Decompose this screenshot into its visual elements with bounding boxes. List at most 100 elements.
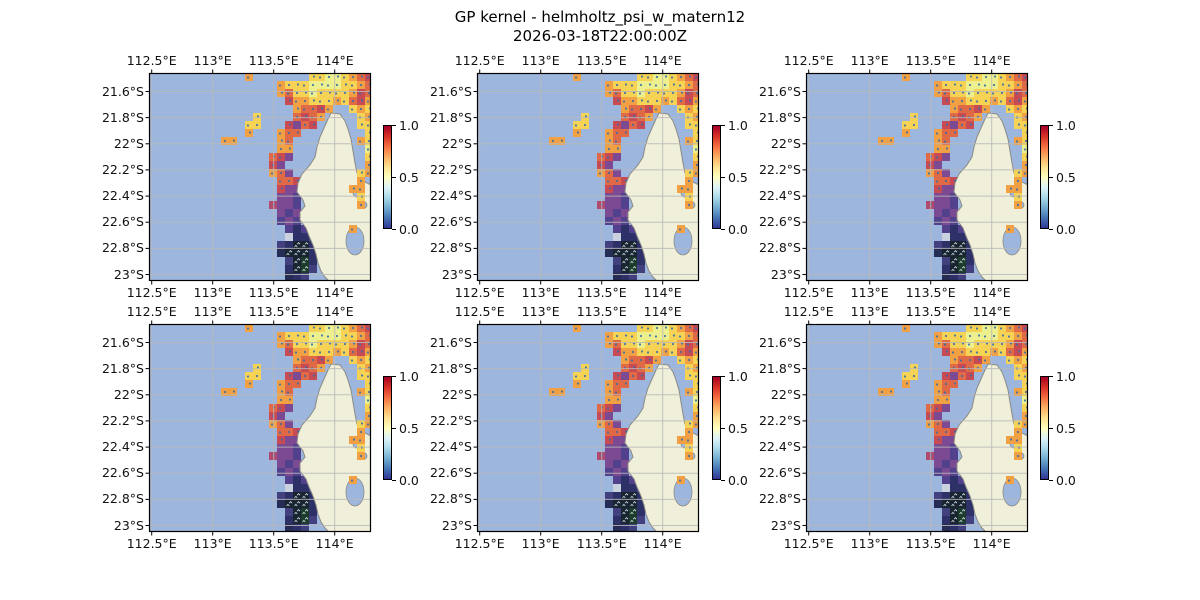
heat-cell	[693, 97, 699, 105]
quiver-arrow	[951, 265, 958, 272]
quiver-dot	[655, 326, 659, 330]
quiver-dot	[560, 139, 564, 142]
quiver-dot	[1023, 76, 1027, 79]
heat-cell	[982, 356, 990, 364]
x-tick-label-bottom: 114°E	[315, 285, 354, 300]
heat-cell	[309, 121, 317, 129]
heat-cell	[629, 476, 637, 484]
heat-cell	[942, 209, 950, 217]
heat-cell	[966, 340, 974, 348]
quiver-dot	[654, 359, 658, 362]
heat-cell	[285, 468, 293, 476]
heat-cell	[357, 97, 365, 105]
heat-cell	[621, 201, 629, 209]
quiver-dot	[311, 358, 315, 362]
quiver-dot	[695, 390, 699, 394]
heat-cell	[309, 73, 317, 81]
heat-cell	[277, 380, 285, 388]
quiver-dot	[664, 75, 668, 78]
heat-cell	[621, 97, 629, 105]
heat-cell	[1006, 476, 1014, 484]
quiver-dot	[880, 139, 884, 143]
heat-cell	[613, 468, 621, 476]
map-panel-r2c3	[802, 320, 1029, 536]
quiver-dot	[318, 100, 322, 103]
heat-cell	[621, 468, 629, 476]
heat-cell	[934, 444, 942, 452]
x-tick-label-top: 112.5°E	[783, 53, 834, 68]
heat-cell	[693, 404, 699, 412]
heat-cell	[902, 73, 910, 81]
quiver-dot	[983, 84, 987, 87]
quiver-dot	[350, 479, 354, 482]
heat-cell	[1022, 404, 1028, 412]
quiver-dot	[607, 398, 611, 402]
quiver-dot	[953, 430, 957, 433]
quiver-dot	[639, 83, 643, 87]
colorbar-tick-label: 0.0	[399, 472, 419, 488]
y-tick-label: 21.8°S	[101, 360, 144, 376]
quiver-dot	[678, 335, 682, 338]
quiver-dot	[694, 100, 698, 103]
heat-cell	[934, 412, 942, 420]
quiver-dot	[993, 99, 997, 102]
heat-cell	[629, 225, 637, 233]
heat-cell	[317, 324, 325, 332]
heat-cell	[349, 436, 357, 444]
heat-cell	[605, 500, 613, 508]
quiver-dot	[223, 139, 227, 143]
quiver-dot	[688, 422, 692, 425]
heat-cell	[285, 508, 293, 516]
quiver-dot	[350, 228, 354, 231]
heat-cell	[1022, 372, 1028, 380]
heat-cell	[245, 121, 253, 129]
quiver-dot	[912, 123, 916, 127]
quiver-dot	[983, 108, 987, 111]
quiver-dot	[583, 374, 587, 378]
heat-cell	[942, 233, 950, 241]
quiver-arrow	[630, 249, 637, 256]
quiver-dot	[984, 350, 988, 354]
quiver-dot	[679, 326, 683, 330]
quiver-dot	[944, 83, 948, 87]
heat-cell	[613, 404, 621, 412]
heat-cell	[1022, 121, 1028, 129]
quiver-dot	[630, 335, 634, 338]
quiver-dot	[366, 100, 370, 103]
quiver-dot	[1008, 75, 1012, 79]
heat-cell	[621, 241, 629, 249]
heat-cell	[277, 436, 285, 444]
heat-cell	[573, 73, 581, 81]
heat-cell	[693, 396, 699, 404]
colorbar	[712, 376, 721, 480]
heat-cell	[269, 201, 277, 209]
heat-cell	[573, 324, 581, 332]
quiver-dot	[295, 91, 299, 95]
quiver-dot	[960, 374, 964, 378]
heat-cell	[653, 356, 661, 364]
quiver-dot	[993, 326, 997, 329]
heat-cell	[653, 332, 661, 340]
quiver-dot	[1017, 75, 1021, 78]
heat-cell	[966, 97, 974, 105]
heat-cell	[950, 524, 958, 532]
heat-cell	[958, 500, 966, 508]
y-tick-label: 22.8°S	[101, 491, 144, 507]
quiver-dot	[624, 83, 628, 86]
heat-cell	[621, 225, 629, 233]
quiver-dot	[246, 375, 250, 378]
quiver-dot	[999, 100, 1003, 103]
heat-cell	[357, 420, 365, 428]
quiver-dot	[1016, 454, 1020, 458]
quiver-dot	[342, 327, 346, 330]
heat-cell	[677, 89, 685, 97]
quiver-dot	[312, 350, 316, 353]
heat-cell	[966, 73, 974, 81]
quiver-dot	[311, 334, 315, 338]
quiver-dot	[687, 179, 691, 183]
quiver-dot	[342, 76, 346, 79]
quiver-dot	[1017, 422, 1021, 425]
heat-cell	[1014, 372, 1022, 380]
quiver-dot	[935, 335, 939, 338]
x-tick-label-top: 112.5°E	[454, 53, 505, 68]
